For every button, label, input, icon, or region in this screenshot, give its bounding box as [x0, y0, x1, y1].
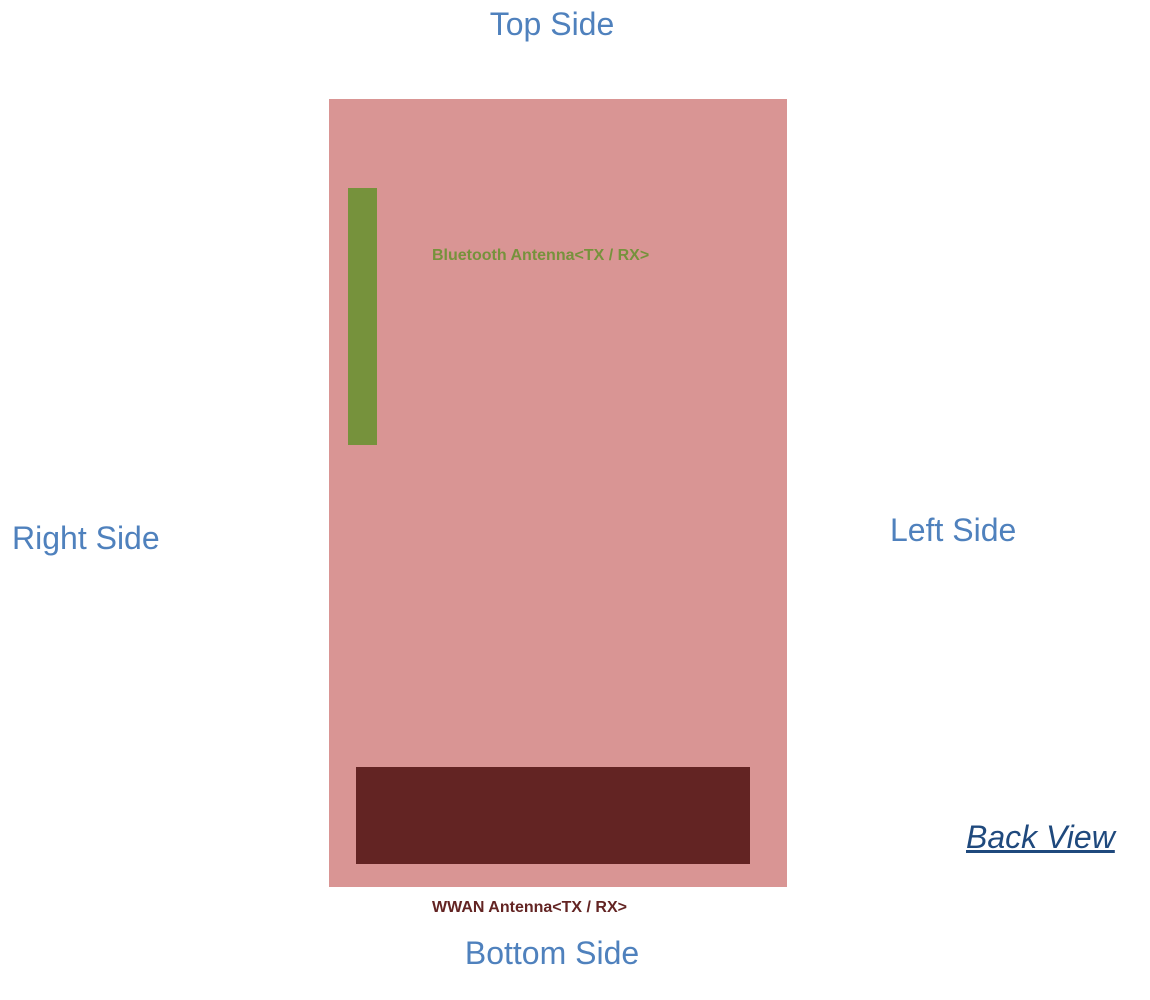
- wwan-antenna-area: [356, 767, 750, 864]
- top-side-label: Top Side: [489, 6, 615, 42]
- left-side-label: Left Side: [890, 512, 1017, 548]
- bluetooth-antenna-label: Bluetooth Antenna<TX / RX>: [432, 247, 650, 264]
- device-back-body: [329, 99, 787, 887]
- bluetooth-antenna-area: [348, 188, 377, 445]
- bottom-side-label: Bottom Side: [464, 935, 640, 971]
- back-view-label: Back View: [966, 819, 1115, 855]
- right-side-label: Right Side: [12, 520, 160, 556]
- wwan-antenna-label: WWAN Antenna<TX / RX>: [432, 899, 627, 916]
